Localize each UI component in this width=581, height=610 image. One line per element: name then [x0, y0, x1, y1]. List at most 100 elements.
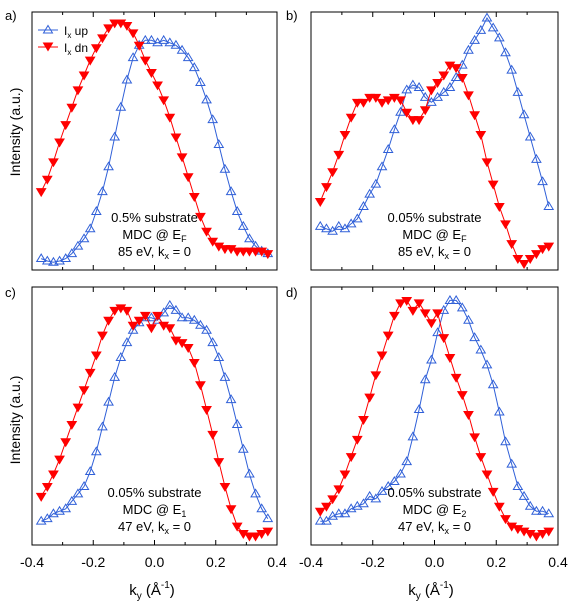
data-point-up-b	[432, 91, 443, 101]
data-point-dn-b	[438, 71, 450, 81]
data-point-up-a	[48, 256, 59, 266]
data-point-up-c	[182, 312, 194, 322]
data-point-dn-d	[469, 433, 481, 443]
data-point-up-c	[109, 371, 121, 381]
data-point-up-d	[339, 508, 351, 518]
data-point-up-b	[518, 109, 530, 119]
x-tick-label-d: 0.0	[425, 554, 445, 570]
data-point-dn-b	[456, 74, 468, 83]
data-point-up-c	[262, 513, 274, 523]
data-point-up-d	[487, 379, 499, 389]
data-point-up-a	[41, 255, 53, 265]
data-point-dn-c	[103, 316, 114, 326]
data-point-dn-b	[382, 96, 394, 106]
data-point-up-d	[463, 314, 474, 324]
data-point-dn-b	[327, 168, 338, 178]
data-point-up-b	[364, 188, 376, 198]
data-point-up-a	[109, 131, 121, 141]
data-point-up-b	[358, 201, 369, 210]
data-point-up-c	[97, 421, 108, 431]
data-point-up-d	[370, 493, 382, 503]
data-point-up-c	[103, 396, 114, 406]
data-point-dn-c	[146, 324, 157, 334]
data-point-up-b	[463, 44, 474, 54]
data-point-dn-c	[256, 530, 268, 540]
annotation-line-a: MDC @ EF	[122, 227, 187, 244]
data-point-up-b	[407, 79, 419, 89]
data-point-dn-a	[121, 21, 133, 31]
data-point-dn-d	[314, 507, 326, 517]
data-point-dn-d	[382, 331, 394, 341]
data-point-up-b	[543, 201, 555, 210]
data-point-dn-d	[475, 453, 487, 463]
x-tick-label-d: 0.4	[548, 554, 568, 570]
data-point-up-c	[207, 337, 219, 347]
data-point-up-d	[469, 332, 481, 342]
data-point-dn-a	[201, 227, 212, 237]
data-point-up-b	[426, 96, 437, 106]
data-point-dn-b	[481, 158, 493, 168]
legend-dn-label: Ix dn	[64, 41, 88, 57]
data-point-dn-a	[35, 188, 47, 198]
data-point-dn-c	[231, 522, 243, 532]
data-point-dn-c	[133, 316, 145, 326]
data-point-up-d	[512, 480, 524, 490]
data-point-up-a	[146, 34, 157, 44]
data-point-dn-a	[48, 158, 59, 168]
data-point-up-b	[370, 178, 382, 188]
data-point-up-c	[146, 312, 157, 322]
data-point-up-a	[213, 139, 225, 148]
data-point-dn-a	[170, 133, 182, 143]
data-point-up-a	[139, 34, 151, 44]
annotation-line-a: 85 eV, kx = 0	[118, 244, 191, 261]
data-point-dn-b	[450, 64, 462, 74]
data-point-up-b	[339, 223, 351, 233]
data-point-dn-b	[339, 131, 351, 141]
data-point-dn-c	[201, 406, 212, 416]
data-point-dn-b	[469, 111, 481, 121]
data-point-up-c	[237, 443, 249, 453]
data-point-up-a	[127, 52, 139, 62]
data-point-up-c	[213, 352, 225, 361]
series-line-up-b	[320, 16, 550, 232]
data-point-up-a	[244, 233, 255, 243]
annotation-line-b: MDC @ EF	[402, 227, 467, 244]
data-point-dn-c	[127, 321, 139, 331]
data-point-up-c	[225, 394, 237, 404]
data-point-dn-a	[152, 81, 163, 91]
data-point-dn-c	[195, 381, 206, 391]
data-point-dn-d	[358, 415, 369, 425]
x-tick-label-c: -0.4	[20, 554, 44, 570]
data-point-up-c	[115, 352, 127, 361]
data-point-up-d	[321, 515, 332, 525]
data-point-up-b	[531, 153, 542, 163]
data-point-up-b	[475, 24, 487, 34]
data-point-up-a	[84, 223, 96, 233]
data-point-dn-a	[188, 193, 200, 203]
data-point-dn-c	[41, 482, 53, 492]
legend-up-marker	[42, 24, 54, 34]
data-point-dn-d	[500, 515, 511, 525]
data-point-up-b	[345, 218, 357, 228]
data-point-dn-a	[78, 71, 90, 81]
legend: Ix up Ix dn	[38, 24, 88, 57]
data-point-up-d	[444, 294, 456, 304]
data-point-dn-b	[321, 183, 332, 193]
data-point-up-d	[543, 508, 555, 518]
data-point-up-b	[493, 32, 505, 42]
data-point-up-a	[207, 114, 219, 124]
data-point-up-d	[407, 431, 419, 441]
data-point-up-b	[481, 12, 493, 22]
data-point-up-d	[481, 359, 493, 369]
data-point-up-a	[225, 186, 237, 196]
data-point-dn-d	[450, 373, 462, 383]
data-point-dn-a	[60, 121, 72, 131]
data-point-up-c	[250, 488, 261, 498]
data-point-up-d	[395, 468, 406, 478]
data-point-dn-d	[426, 319, 437, 329]
data-point-dn-d	[339, 470, 351, 480]
data-point-dn-b	[345, 113, 357, 123]
data-point-up-b	[351, 213, 363, 223]
data-point-dn-a	[176, 153, 188, 163]
